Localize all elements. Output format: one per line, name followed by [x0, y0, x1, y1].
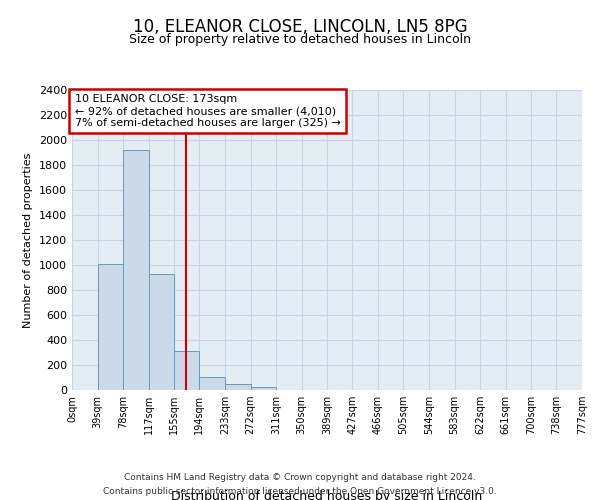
Bar: [149, 274, 174, 390]
Bar: [123, 150, 149, 390]
Text: Contains HM Land Registry data © Crown copyright and database right 2024.: Contains HM Land Registry data © Crown c…: [124, 473, 476, 482]
X-axis label: Distribution of detached houses by size in Lincoln: Distribution of detached houses by size …: [172, 490, 482, 500]
Text: Size of property relative to detached houses in Lincoln: Size of property relative to detached ho…: [129, 32, 471, 46]
Text: 10 ELEANOR CLOSE: 173sqm
← 92% of detached houses are smaller (4,010)
7% of semi: 10 ELEANOR CLOSE: 173sqm ← 92% of detach…: [74, 94, 340, 128]
Bar: [199, 377, 225, 390]
Bar: [98, 264, 123, 390]
Bar: [225, 384, 251, 390]
Text: Contains public sector information licensed under the Open Government Licence v3: Contains public sector information licen…: [103, 486, 497, 496]
Text: 10, ELEANOR CLOSE, LINCOLN, LN5 8PG: 10, ELEANOR CLOSE, LINCOLN, LN5 8PG: [133, 18, 467, 36]
Y-axis label: Number of detached properties: Number of detached properties: [23, 152, 34, 328]
Bar: [174, 351, 199, 390]
Bar: [251, 387, 276, 390]
